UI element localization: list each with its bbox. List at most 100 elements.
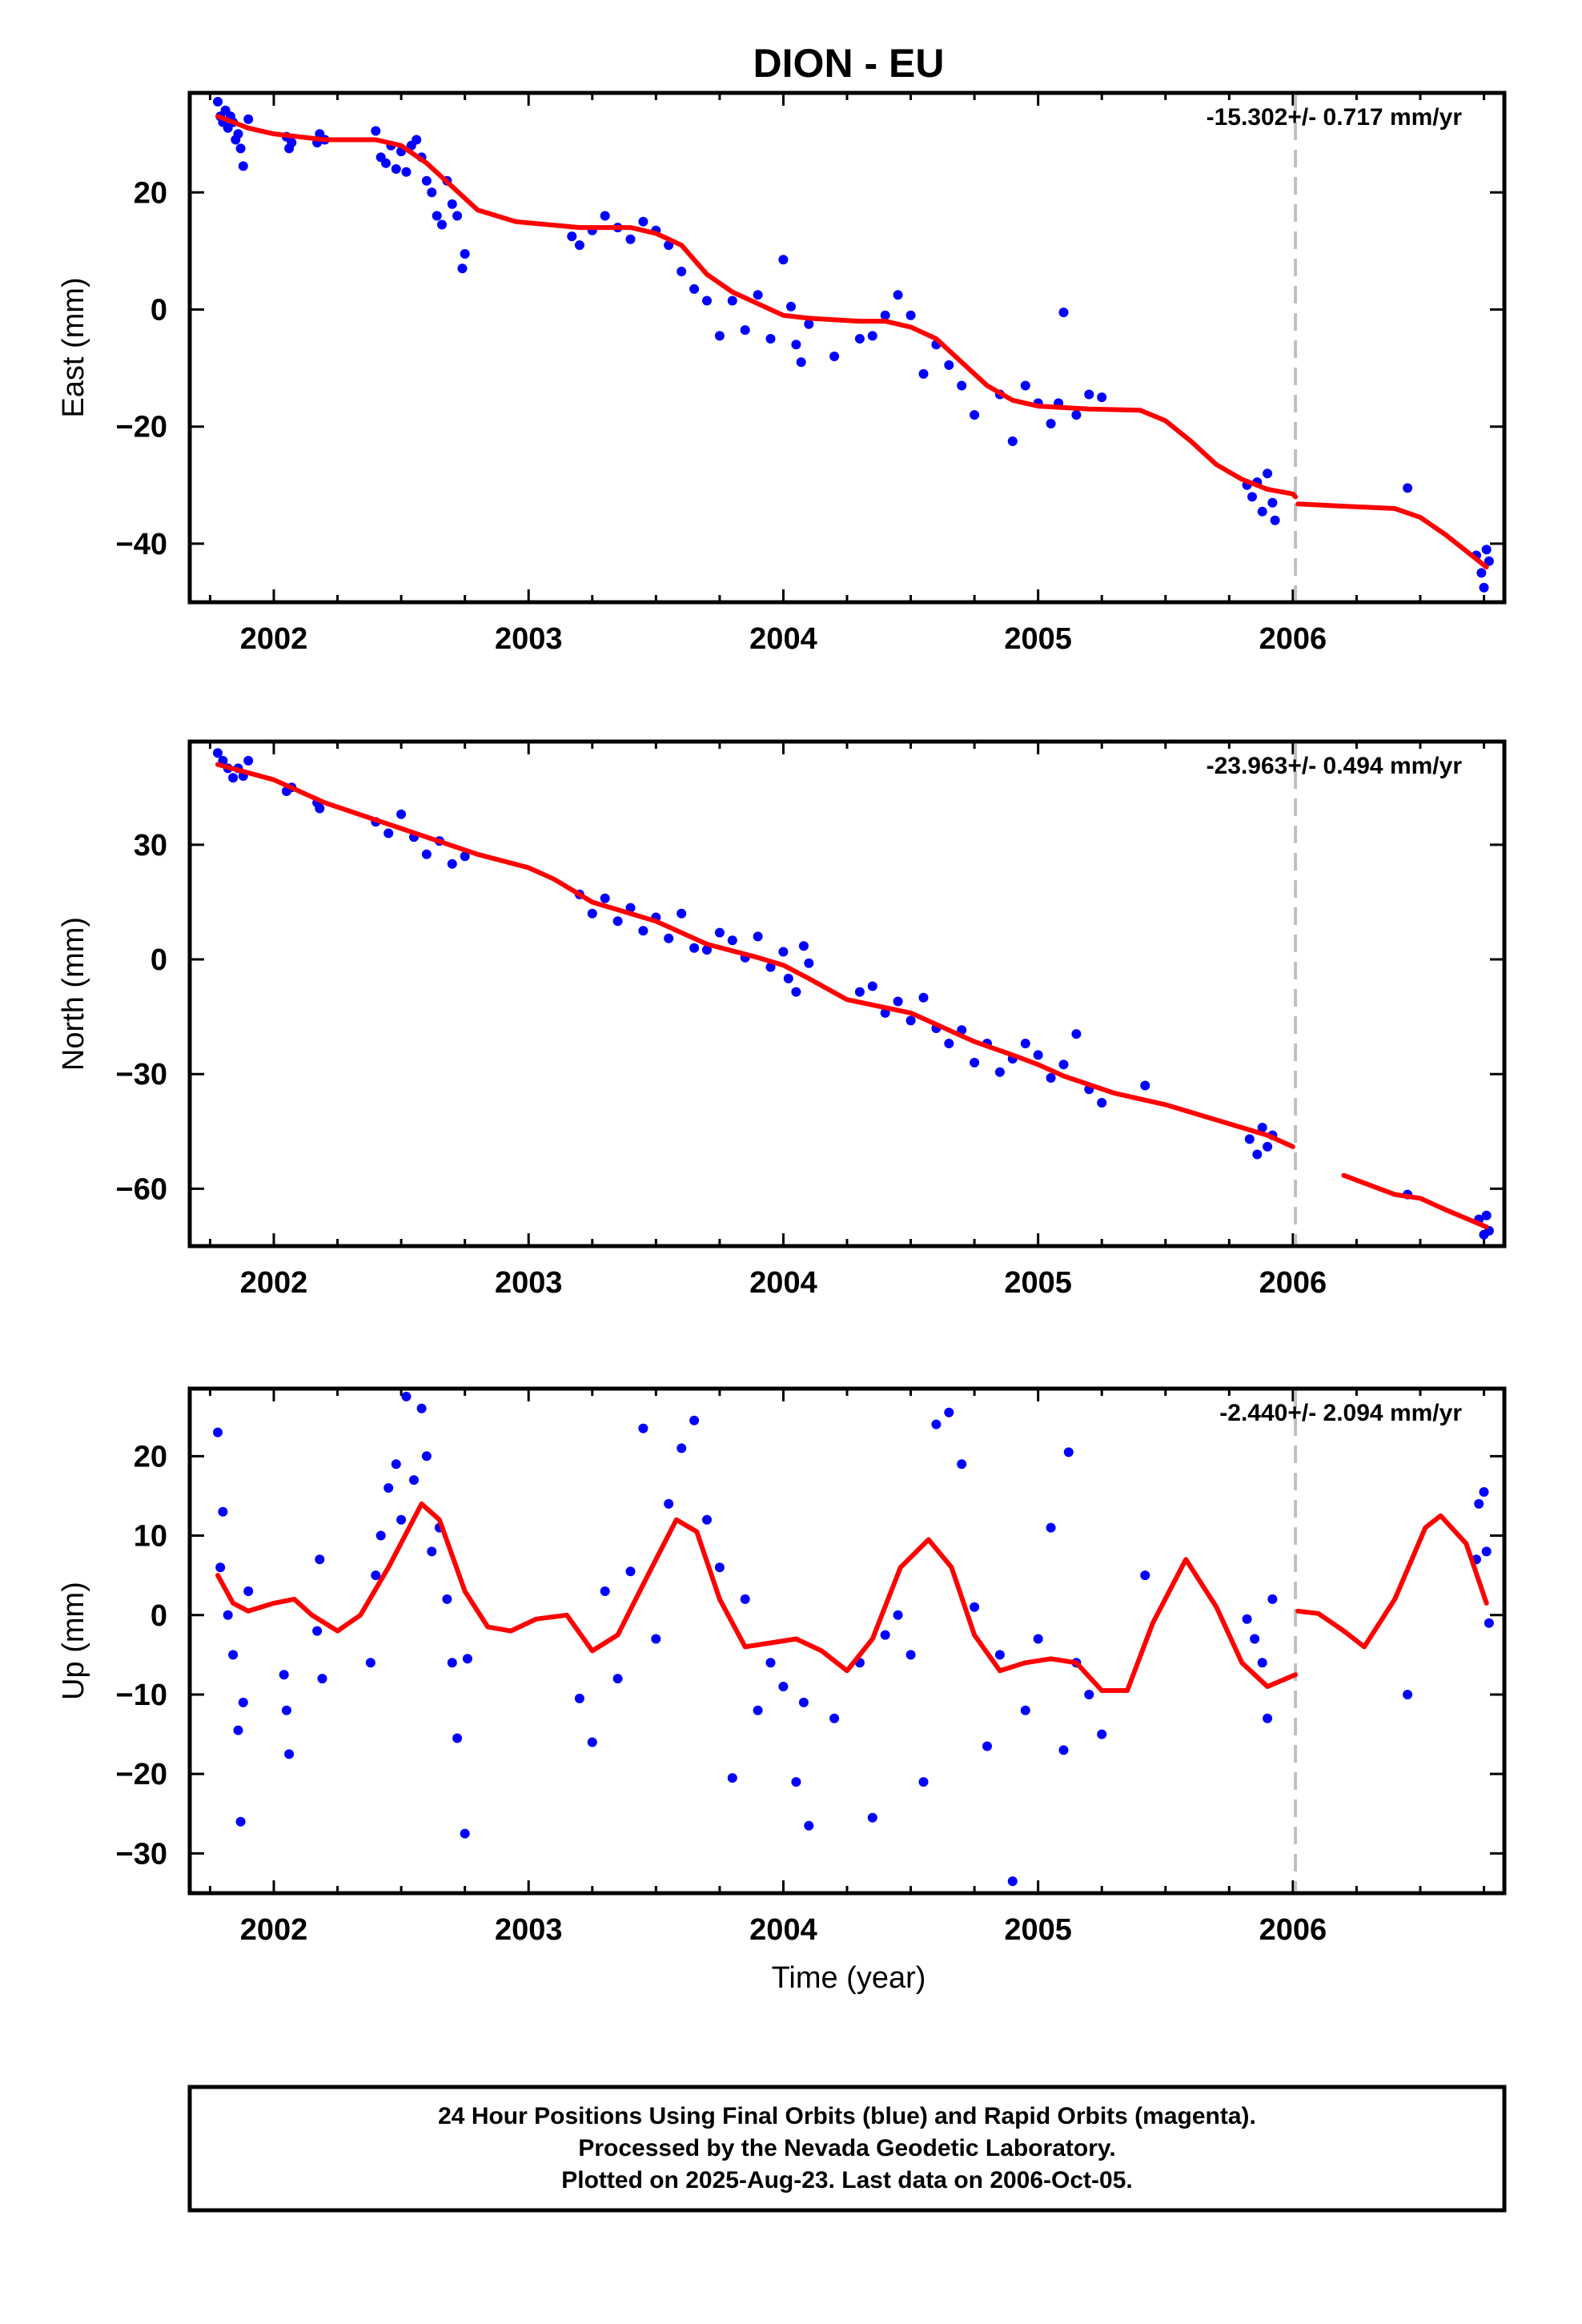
north-data-point [804, 958, 814, 968]
east-data-point [1484, 556, 1494, 566]
north-data-point [315, 803, 325, 814]
east-x-tick-label: 2005 [1004, 622, 1072, 656]
east-data-point [727, 296, 737, 306]
up-data-point [944, 1407, 954, 1417]
east-data-point [689, 283, 700, 294]
up-frame [187, 1386, 1507, 1896]
east-data-point [702, 296, 712, 306]
north-data-point [1244, 1134, 1255, 1144]
north-data-point [1071, 1029, 1082, 1039]
up-data-point [765, 1658, 776, 1668]
east-data-point [1046, 419, 1056, 428]
north-data-point [1046, 1073, 1056, 1083]
up-data-point [279, 1670, 289, 1680]
north-data-point [1257, 1123, 1267, 1132]
up-data-point [215, 1562, 226, 1573]
east-data-point [427, 187, 437, 198]
up-data-point [284, 1749, 295, 1759]
north-y-tick-label: −60 [116, 1172, 167, 1206]
east-x-tick-label: 2006 [1259, 622, 1327, 656]
north-data-point [1481, 1210, 1492, 1220]
north-data-point [600, 893, 610, 903]
up-data-point [409, 1475, 419, 1486]
east-y-axis-label: East (mm) [57, 277, 90, 417]
x-axis-label: Time (year) [772, 1961, 926, 1995]
north-fit-curve [1341, 1172, 1489, 1230]
east-data-point [381, 158, 391, 168]
up-data-point [574, 1693, 584, 1703]
east-data-point [1257, 506, 1267, 517]
up-y-tick-label: 0 [151, 1599, 167, 1633]
up-data-point [1267, 1594, 1278, 1604]
up-data-point [791, 1777, 801, 1787]
up-data-point [442, 1594, 452, 1604]
up-data-point [281, 1705, 291, 1715]
up-data-point [753, 1705, 763, 1715]
east-y-tick-label: 20 [134, 176, 167, 210]
up-data-point [383, 1483, 394, 1493]
up-data-point [905, 1650, 916, 1660]
up-data-point [462, 1654, 472, 1664]
north-data-point [677, 908, 687, 919]
north-x-tick-label: 2003 [495, 1266, 563, 1300]
up-data-point [1140, 1570, 1150, 1581]
east-frame [187, 90, 1507, 605]
east-data-point [1084, 389, 1094, 400]
up-data-point [970, 1602, 980, 1612]
east-data-point [786, 301, 796, 312]
east-data-point [1476, 568, 1487, 578]
north-frame [187, 739, 1507, 1248]
east-data-point [1263, 468, 1273, 479]
north-data-point [664, 933, 674, 943]
up-data-point [235, 1816, 246, 1827]
east-data-point [796, 357, 806, 368]
north-data-point [905, 1015, 916, 1026]
up-x-tick-label: 2003 [495, 1913, 563, 1947]
up-data-point [651, 1634, 661, 1644]
east-y-tick-label: −20 [116, 411, 167, 444]
north-data-point [625, 903, 636, 913]
east-data-point [638, 216, 648, 227]
up-data-point [1263, 1713, 1273, 1723]
east-data-point [791, 340, 801, 350]
east-data-point [1247, 492, 1257, 502]
east-data-point [893, 290, 903, 300]
east-data-point [600, 211, 610, 221]
north-data-point [396, 809, 407, 819]
north-data-point [791, 987, 801, 997]
east-data-point [804, 319, 814, 329]
up-data-point [1403, 1690, 1413, 1699]
up-data-point [804, 1820, 814, 1831]
north-data-point [778, 947, 789, 957]
north-data-point [638, 926, 648, 936]
north-data-point [893, 996, 903, 1007]
east-fit-curve [1295, 501, 1489, 570]
east-data-point [412, 135, 422, 145]
up-data-point [312, 1626, 323, 1636]
up-data-point [317, 1674, 327, 1684]
up-data-point [600, 1586, 610, 1596]
north-data-point [867, 981, 877, 991]
north-data-point [383, 828, 394, 838]
east-data-point [753, 290, 763, 300]
east-data-point [452, 211, 463, 221]
footer-line-2: Processed by the Nevada Geodetic Laborat… [578, 2135, 1115, 2161]
east-data-point [1479, 582, 1489, 593]
east-data-point [867, 331, 877, 341]
footer-line-1: 24 Hour Positions Using Final Orbits (bl… [438, 2103, 1256, 2129]
up-data-point [880, 1630, 890, 1640]
up-data-point [677, 1443, 687, 1454]
up-data-point [452, 1733, 463, 1743]
north-data-point [994, 1067, 1005, 1077]
chart-title: DION - EU [753, 41, 945, 86]
east-data-point [1020, 380, 1030, 391]
north-data-point [1140, 1080, 1150, 1091]
up-y-tick-label: −30 [116, 1837, 167, 1871]
east-data-point [287, 138, 297, 148]
up-data-point [1481, 1546, 1492, 1557]
up-data-point [778, 1682, 789, 1691]
east-data-point [1007, 436, 1018, 446]
up-data-point [396, 1514, 407, 1525]
up-x-tick-label: 2002 [240, 1913, 308, 1947]
